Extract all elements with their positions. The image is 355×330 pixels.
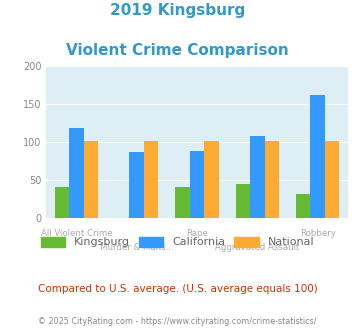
Bar: [83, 141, 98, 218]
Text: Rape: Rape: [186, 229, 208, 238]
Bar: [204, 141, 219, 218]
Bar: [311, 95, 325, 218]
Bar: [130, 152, 144, 218]
Text: Violent Crime Comparison: Violent Crime Comparison: [66, 43, 289, 58]
Bar: [250, 136, 264, 218]
Text: © 2025 CityRating.com - https://www.cityrating.com/crime-statistics/: © 2025 CityRating.com - https://www.city…: [38, 317, 317, 326]
Bar: [55, 187, 69, 218]
Legend: Kingsburg, California, National: Kingsburg, California, National: [36, 232, 319, 252]
Text: Aggravated Assault: Aggravated Assault: [215, 243, 300, 252]
Text: 2019 Kingsburg: 2019 Kingsburg: [110, 3, 245, 18]
Bar: [325, 141, 339, 218]
Bar: [69, 128, 83, 218]
Bar: [175, 187, 190, 218]
Text: Robbery: Robbery: [300, 229, 336, 238]
Bar: [190, 151, 204, 218]
Bar: [144, 141, 158, 218]
Bar: [264, 141, 279, 218]
Text: Compared to U.S. average. (U.S. average equals 100): Compared to U.S. average. (U.S. average …: [38, 284, 317, 294]
Text: All Violent Crime: All Violent Crime: [40, 229, 112, 238]
Text: Murder & Mans...: Murder & Mans...: [100, 243, 174, 252]
Bar: [236, 183, 250, 218]
Bar: [296, 193, 311, 218]
